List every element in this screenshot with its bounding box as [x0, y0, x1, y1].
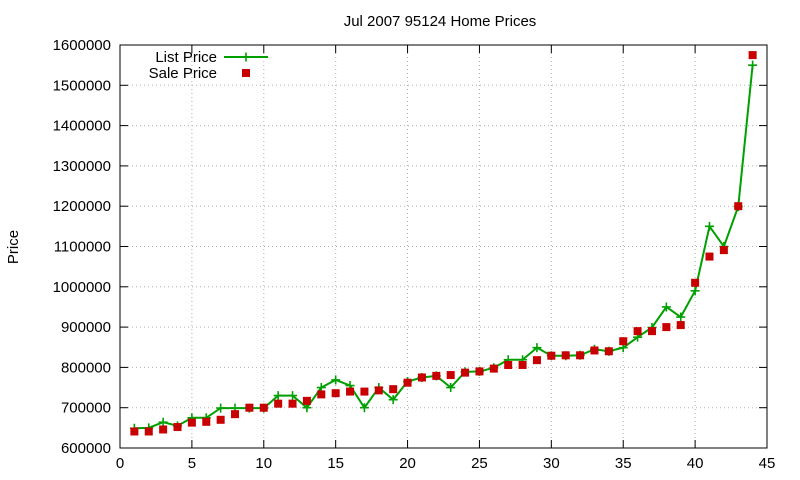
x-tick-label: 25 — [471, 455, 488, 472]
sale-price-point — [202, 417, 211, 426]
sale-price-point — [719, 246, 728, 255]
sale-price-point — [446, 371, 455, 380]
y-tick-label: 900000 — [61, 319, 111, 336]
sale-price-point — [576, 351, 585, 360]
list-price-point — [288, 391, 298, 401]
list-price-point — [331, 375, 341, 385]
list-price-point — [704, 221, 714, 231]
list-price-point — [273, 391, 283, 401]
sale-price-point — [159, 425, 168, 434]
list-price-point — [690, 286, 700, 296]
list-price-point — [748, 60, 758, 70]
sale-price-point — [532, 356, 541, 365]
sale-price-point — [259, 403, 268, 412]
legend-label: List Price — [155, 49, 217, 66]
sale-price-point — [403, 378, 412, 387]
sale-price-point — [231, 410, 240, 419]
x-tick-label: 5 — [188, 455, 196, 472]
list-price-point — [446, 383, 456, 393]
y-tick-label: 800000 — [61, 359, 111, 376]
sale-price-point — [274, 399, 283, 408]
sale-price-point — [432, 371, 441, 380]
plot-frame — [119, 44, 768, 449]
sale-price-point — [360, 387, 369, 396]
x-tick-label: 45 — [759, 455, 776, 472]
list-price-point — [216, 403, 226, 413]
legend-label: Sale Price — [149, 65, 217, 82]
y-tick-label: 1300000 — [53, 158, 111, 175]
list-price-point — [359, 403, 369, 413]
sale-price-point — [676, 321, 685, 330]
sale-price-point — [590, 346, 599, 355]
sale-price-point — [331, 389, 340, 398]
chart-title: Jul 2007 95124 Home Prices — [344, 13, 537, 30]
sale-price-point — [216, 415, 225, 424]
list-price-line — [134, 65, 754, 430]
sale-price-point — [619, 337, 628, 346]
y-tick-label: 1000000 — [53, 279, 111, 296]
x-tick-label: 30 — [543, 455, 560, 472]
sale-price-point — [389, 385, 398, 394]
sale-price-point — [374, 386, 383, 395]
sale-price-point — [647, 327, 656, 336]
y-tick-label: 1600000 — [53, 37, 111, 54]
sale-price-point — [288, 399, 297, 408]
x-tick-label: 35 — [615, 455, 632, 472]
series-list-price — [129, 60, 758, 433]
sale-price-point — [734, 202, 743, 211]
y-tick-label: 1100000 — [54, 239, 111, 256]
series-layer — [129, 51, 758, 436]
legend-plus-marker — [241, 52, 251, 62]
list-price-point — [388, 395, 398, 405]
sale-price-point — [130, 427, 139, 436]
x-tick-label: 20 — [399, 455, 416, 472]
sale-price-point — [245, 403, 254, 412]
sale-price-point — [504, 360, 513, 369]
sale-price-point — [346, 387, 355, 396]
sale-price-point — [633, 327, 642, 336]
x-tick-label: 40 — [687, 455, 704, 472]
sale-price-point — [187, 418, 196, 427]
sale-price-point — [547, 351, 556, 360]
sale-price-point — [518, 360, 527, 369]
series-sale-price — [130, 51, 757, 436]
y-tick-label: 600000 — [61, 440, 111, 457]
x-tick-label: 10 — [255, 455, 272, 472]
list-price-point — [532, 343, 542, 353]
sale-price-point — [461, 368, 470, 377]
x-tick-label: 0 — [116, 455, 124, 472]
sale-price-point — [489, 364, 498, 373]
list-price-point — [158, 417, 168, 427]
sale-price-point — [604, 347, 613, 356]
sale-price-point — [691, 278, 700, 287]
y-axis-label: Price — [5, 230, 22, 264]
sale-price-point — [662, 323, 671, 332]
list-price-point — [676, 312, 686, 322]
y-tick-label: 1500000 — [53, 77, 111, 94]
y-tick-label: 700000 — [61, 400, 111, 417]
grid-layer — [120, 45, 767, 448]
sale-price-point — [144, 427, 153, 436]
sale-price-point — [317, 390, 326, 399]
sale-price-point — [417, 373, 426, 382]
sale-price-point — [748, 51, 757, 60]
legend-square-marker — [242, 69, 250, 77]
y-tick-label: 1200000 — [53, 198, 111, 215]
sale-price-point — [561, 351, 570, 360]
sale-price-point — [705, 252, 714, 261]
tick-layer: 600000 700000 800000 900000 1000000 1100000 12… — [53, 37, 776, 472]
sale-price-point — [173, 423, 182, 432]
list-price-point — [661, 302, 671, 312]
sale-price-point — [302, 396, 311, 405]
x-tick-label: 15 — [327, 455, 344, 472]
y-tick-label: 1400000 — [53, 118, 111, 135]
sale-price-point — [475, 367, 484, 376]
